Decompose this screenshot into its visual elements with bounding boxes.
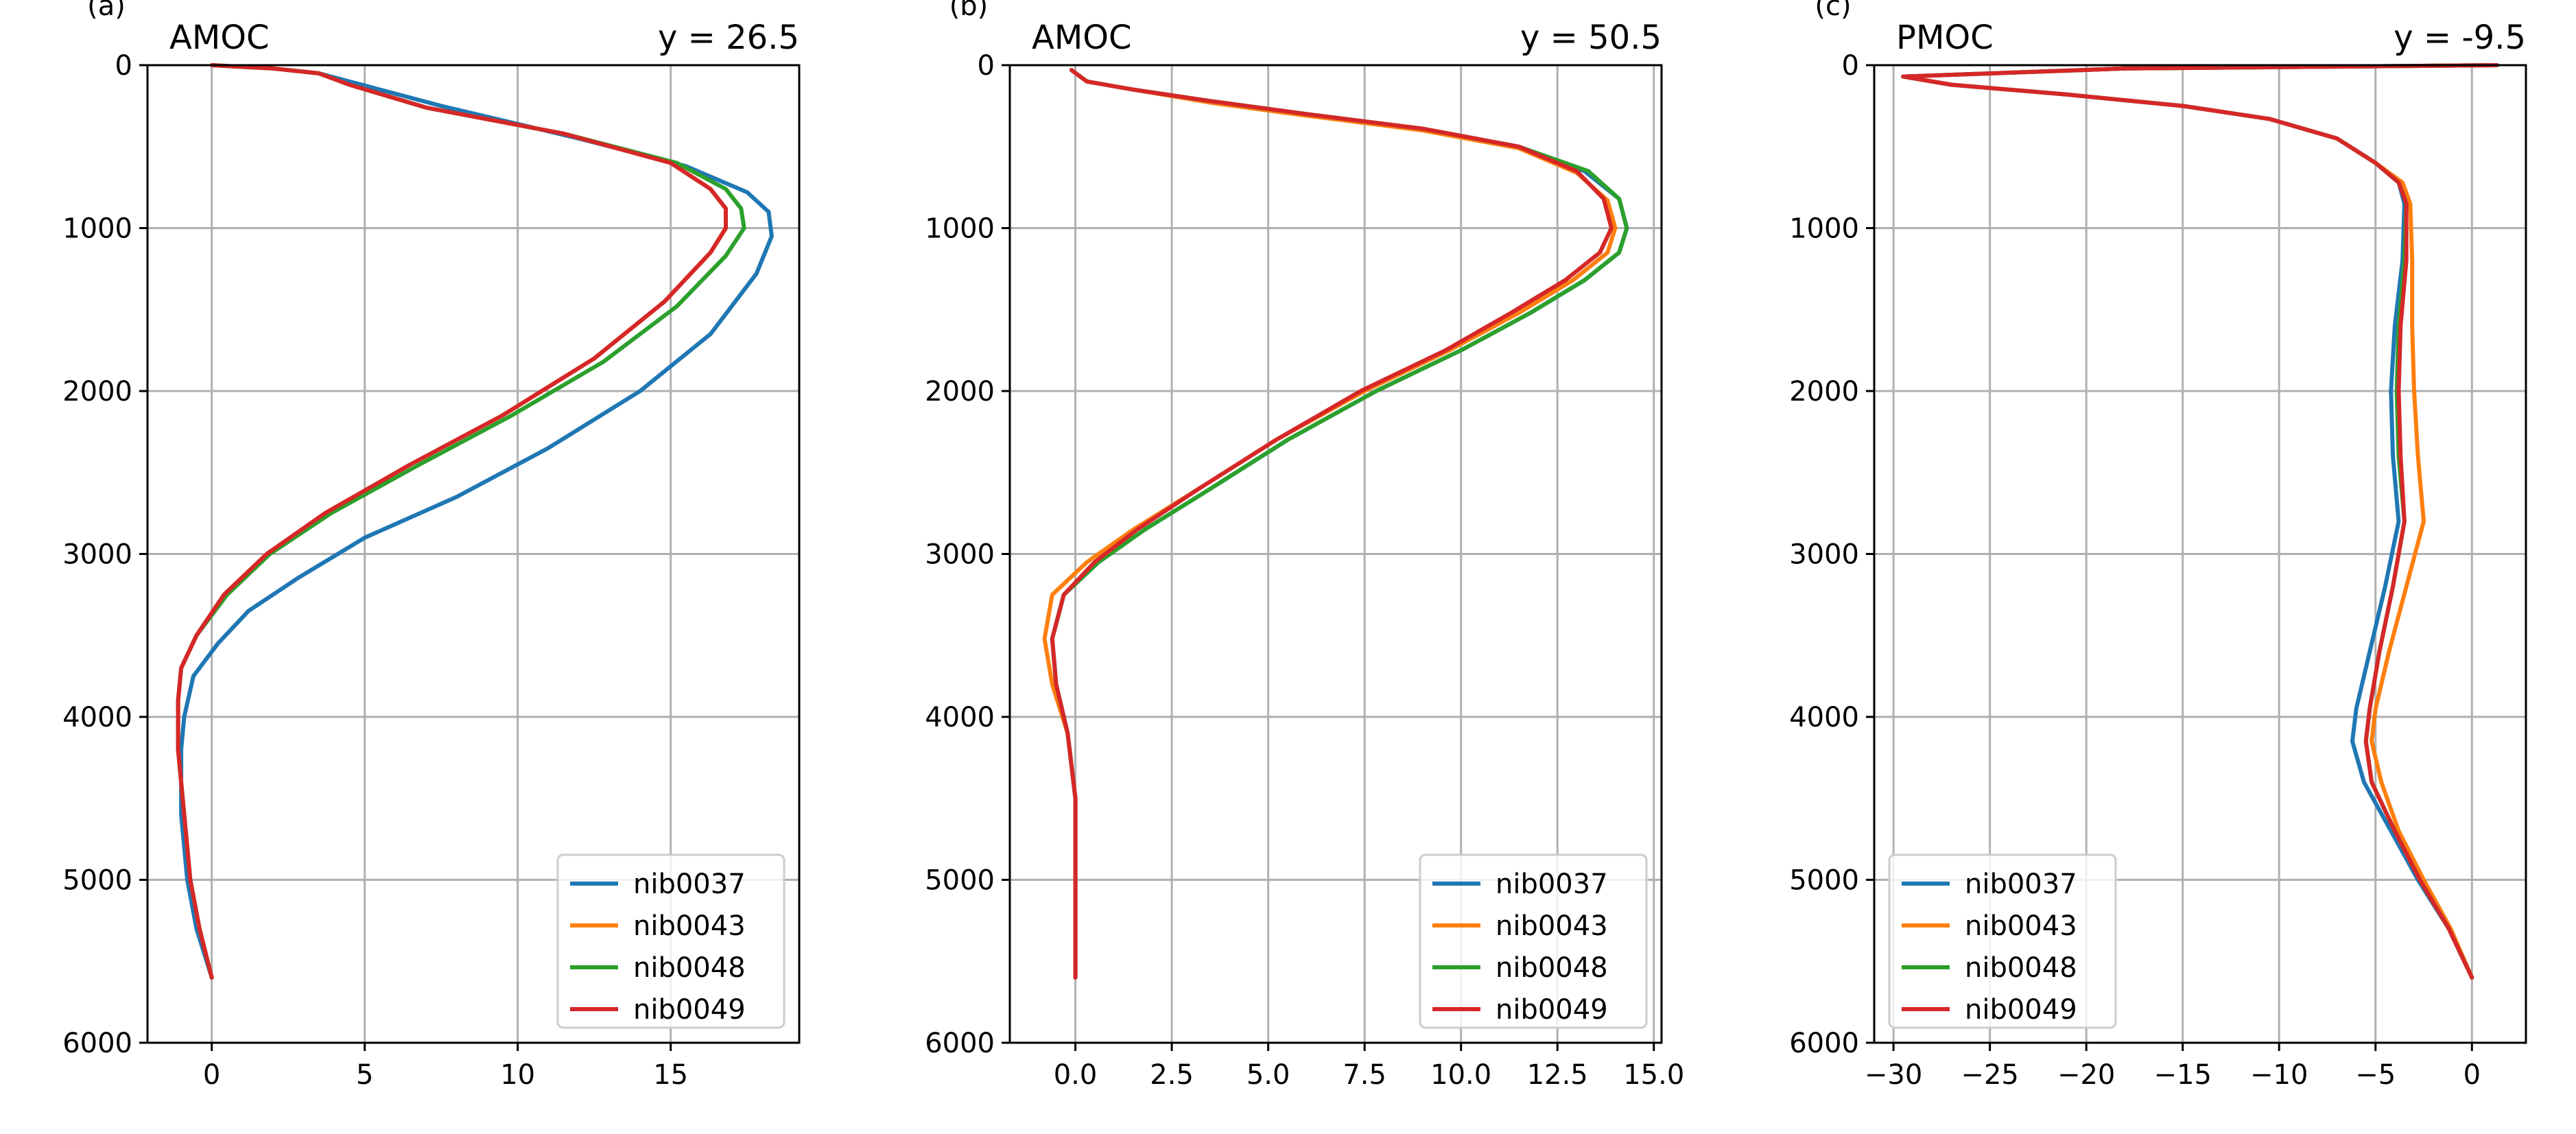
legend-label-nib0049-b: nib0049 [1496, 994, 1608, 1026]
y-tick-label-c: 0 [1842, 50, 1859, 82]
panel-label-a: (a) [87, 0, 126, 22]
x-tick-label-b: 12.5 [1527, 1059, 1588, 1091]
x-tick-label-c: −5 [2355, 1059, 2396, 1091]
legend-box-c [1888, 853, 2117, 1029]
x-tick-label-c: −30 [1865, 1059, 1922, 1091]
series-line-nib0048-a [176, 63, 746, 980]
y-tick-label-a: 5000 [62, 865, 132, 897]
legend-c: nib0037 nib0043 nib0048 nib0049 [1888, 853, 2117, 1029]
x-tick-label-b: 0.0 [1054, 1059, 1098, 1091]
y-tick-label-c: 4000 [1789, 702, 1859, 733]
legend-label-nib0043-c: nib0043 [1965, 910, 2077, 942]
legend-label-nib0037-a: nib0037 [633, 869, 746, 900]
y-tick-label-c: 6000 [1789, 1028, 1859, 1059]
x-tick-label-a: 15 [653, 1059, 688, 1091]
y-tick-label-b: 6000 [925, 1028, 995, 1059]
y-tick-label-a: 1000 [62, 213, 132, 245]
series-line-nib0049-b [1050, 68, 1614, 980]
y-tick-label-b: 1000 [925, 213, 995, 245]
y-tick-label-c: 5000 [1789, 865, 1859, 897]
x-tick-label-c: −20 [2057, 1059, 2115, 1091]
title-right-c: y = -9.5 [2394, 19, 2526, 57]
x-tick-label-b: 7.5 [1343, 1059, 1386, 1091]
legend-box-a [556, 853, 785, 1029]
x-tick-label-b: 15.0 [1623, 1059, 1684, 1091]
legend-label-nib0048-c: nib0048 [1965, 952, 2077, 984]
title-left-c: PMOC [1896, 19, 1994, 57]
legend-label-nib0037-b: nib0037 [1496, 869, 1608, 900]
x-tick-label-b: 2.5 [1150, 1059, 1194, 1091]
legend-label-nib0048-b: nib0048 [1496, 952, 1608, 984]
legend-label-nib0037-c: nib0037 [1965, 869, 2077, 900]
y-tick-label-a: 6000 [62, 1028, 132, 1059]
legend-label-nib0049-c: nib0049 [1965, 994, 2077, 1026]
y-tick-label-a: 2000 [62, 376, 132, 407]
y-tick-label-a: 3000 [62, 539, 132, 571]
series-line-nib0043-a [176, 63, 728, 980]
x-tick-label-c: −15 [2153, 1059, 2211, 1091]
legend-label-nib0043-a: nib0043 [633, 910, 746, 942]
y-tick-label-b: 4000 [925, 702, 995, 733]
legend-label-nib0049-a: nib0049 [633, 994, 746, 1026]
x-tick-label-a: 10 [500, 1059, 535, 1091]
x-tick-label-b: 10.0 [1430, 1059, 1491, 1091]
y-tick-label-b: 0 [978, 50, 995, 82]
x-tick-label-c: −25 [1961, 1059, 2018, 1091]
x-tick-label-c: 0 [2463, 1059, 2481, 1091]
y-tick-label-b: 3000 [925, 539, 995, 571]
series-line-nib0049-c [1901, 63, 2499, 980]
panel-c: −30 −25 −20 −15 −10 −5 0 0 1000 2000 3000 4000 5000 6… [1789, 0, 2527, 1091]
series-line-nib0043-b [1042, 68, 1618, 980]
series-line-nib0049-a [176, 63, 728, 980]
y-tick-label-a: 4000 [62, 702, 132, 733]
panel-b: 0.0 2.5 5.0 7.5 10.0 12.5 15.0 0 1000 2000 3000 400… [925, 0, 1684, 1091]
y-tick-label-c: 1000 [1789, 213, 1859, 245]
series-line-nib0037-a [179, 63, 774, 980]
x-tick-label-a: 5 [356, 1059, 373, 1091]
x-tick-label-c: −10 [2250, 1059, 2308, 1091]
y-tick-label-b: 2000 [925, 376, 995, 407]
series-line-nib0037-b [1050, 68, 1629, 980]
x-tick-label-a: 0 [203, 1059, 220, 1091]
legend-a: nib0037 nib0043 nib0048 nib0049 [556, 853, 785, 1029]
title-right-a: y = 26.5 [658, 19, 799, 57]
panel-label-b: (b) [949, 0, 989, 22]
legend-label-nib0043-b: nib0043 [1496, 910, 1608, 942]
y-tick-label-c: 2000 [1789, 376, 1859, 407]
legend-box-b [1419, 853, 1648, 1029]
series-line-nib0048-b [1050, 68, 1629, 980]
y-tick-label-a: 0 [115, 50, 132, 82]
panel-a: 0 5 10 15 0 1000 2000 3000 4000 5000 6000 AMOC y = 2… [62, 0, 801, 1091]
panel-label-c: (c) [1815, 0, 1851, 22]
title-left-b: AMOC [1032, 19, 1132, 57]
legend-label-nib0048-a: nib0048 [633, 952, 746, 984]
title-left-a: AMOC [169, 19, 270, 57]
legend-b: nib0037 nib0043 nib0048 nib0049 [1419, 853, 1648, 1029]
title-right-b: y = 50.5 [1520, 19, 1662, 57]
y-tick-label-c: 3000 [1789, 539, 1859, 571]
x-tick-label-b: 5.0 [1246, 1059, 1290, 1091]
y-tick-label-b: 5000 [925, 865, 995, 897]
